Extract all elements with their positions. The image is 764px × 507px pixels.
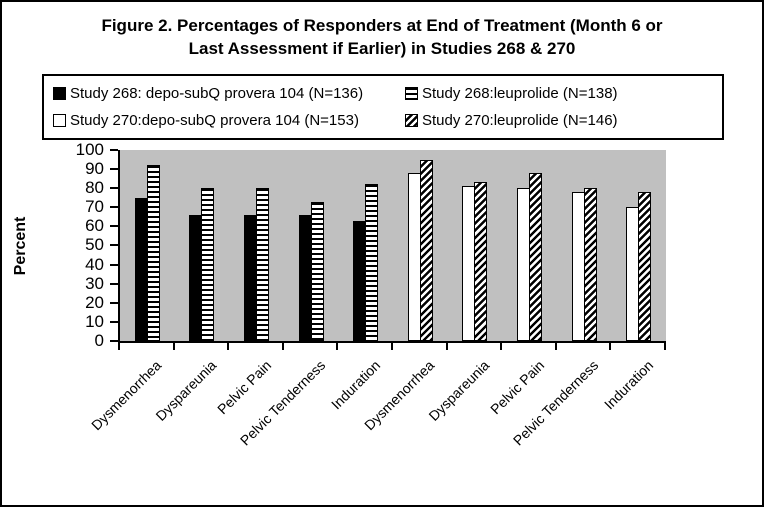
x-axis-labels: Dysmenorrhea Dyspareunia Pelvic Pain Pelvic…: [88, 351, 666, 501]
bar-group: [338, 150, 393, 341]
bar: [638, 191, 652, 341]
x-category-label: Induration: [327, 356, 384, 413]
x-tick-mark: [445, 342, 448, 350]
y-tick-mark: [110, 206, 118, 209]
bar: [528, 172, 542, 341]
bar-group: [284, 150, 339, 341]
legend-item: Study 270:depo-subQ provera 104 (N=153): [53, 112, 405, 129]
bar: [474, 181, 488, 341]
bar: [365, 183, 379, 341]
legend-box: Study 268: depo-subQ provera 104 (N=136)…: [42, 73, 724, 140]
bar-group: [229, 150, 284, 341]
y-tick-mark: [110, 168, 118, 170]
x-tick-mark: [336, 342, 339, 350]
bar: [419, 159, 433, 341]
legend-item: Study 268: depo-subQ provera 104 (N=136): [53, 85, 405, 102]
y-tick-mark: [110, 263, 118, 266]
y-tick-label: 20: [85, 292, 104, 312]
legend-item: Study 268:leuprolide (N=138): [405, 85, 713, 102]
y-tick-mark: [110, 301, 118, 304]
legend-label: Study 268: depo-subQ provera 104 (N=136): [70, 84, 364, 102]
y-tick-mark: [110, 282, 118, 285]
y-tick-label: 30: [85, 273, 104, 293]
x-tick-mark: [664, 342, 666, 350]
y-tick-label: 40: [85, 254, 104, 274]
y-tick-label: 100: [75, 139, 104, 159]
y-tick-label: 90: [85, 159, 104, 178]
y-tick-mark: [110, 187, 118, 190]
bar-group: [502, 150, 557, 341]
x-category-label: Induration: [600, 356, 657, 413]
x-category-label: Dysmenorrhea: [88, 356, 165, 434]
x-tick-mark: [281, 342, 284, 350]
y-axis-title: Percent: [8, 150, 34, 343]
x-tick-mark: [172, 342, 175, 350]
x-tick-mark: [554, 342, 557, 350]
y-tick-label: 70: [85, 197, 104, 217]
y-axis-title-text: Percent: [12, 217, 29, 276]
x-tick-mark: [118, 342, 120, 350]
legend-label: Study 268:leuprolide (N=138): [422, 84, 618, 102]
bar: [201, 187, 215, 341]
x-tick-mark: [609, 342, 612, 350]
plot-area: [118, 149, 666, 343]
y-axis: 100 90 80 70 60 50 40 30 20 10 0: [34, 140, 118, 349]
bar-group: [120, 150, 175, 341]
x-tick-mark: [227, 342, 230, 350]
legend-label: Study 270:depo-subQ provera 104 (N=153): [70, 111, 359, 129]
legend-swatch-solid-black: [53, 86, 66, 100]
chart-title-line-2: Last Assessment if Earlier) in Studies 2…: [188, 39, 576, 59]
chart-area: Percent 100 90 80 70 60 50 40 30 20 10 0: [8, 140, 762, 349]
y-tick-mark: [110, 339, 118, 342]
legend-swatch-h-stripes: [405, 86, 418, 100]
bar-group: [557, 150, 612, 341]
y-tick-label: 80: [85, 178, 104, 198]
legend-item: Study 270:leuprolide (N=146): [405, 112, 713, 129]
x-tick-mark: [500, 342, 503, 350]
y-tick-label: 10: [85, 311, 104, 331]
legend-swatch-plain-white: [53, 113, 66, 127]
bar: [310, 201, 324, 341]
bar: [146, 164, 160, 341]
y-tick-label: 0: [94, 330, 104, 350]
y-tick-mark: [110, 148, 118, 151]
chart-title-line-1: Figure 2. Percentages of Responders at E…: [101, 16, 663, 35]
chart-title: Figure 2. Percentages of Responders at E…: [2, 14, 762, 61]
x-tick-mark: [391, 342, 393, 350]
bar-group: [175, 150, 230, 341]
legend-label: Study 270:leuprolide (N=146): [422, 111, 618, 129]
bar: [255, 187, 269, 341]
x-axis-ticks: [118, 342, 666, 351]
y-tick-mark: [110, 244, 118, 247]
y-tick-label: 50: [85, 235, 104, 255]
y-tick-mark: [110, 225, 118, 228]
legend-swatch-diag-stripes: [405, 113, 418, 127]
y-tick-label: 60: [85, 216, 104, 236]
bar-group: [393, 150, 448, 341]
bar-group: [448, 150, 503, 341]
bar: [583, 187, 597, 341]
y-tick-mark: [110, 320, 118, 323]
bar-group: [611, 150, 666, 341]
